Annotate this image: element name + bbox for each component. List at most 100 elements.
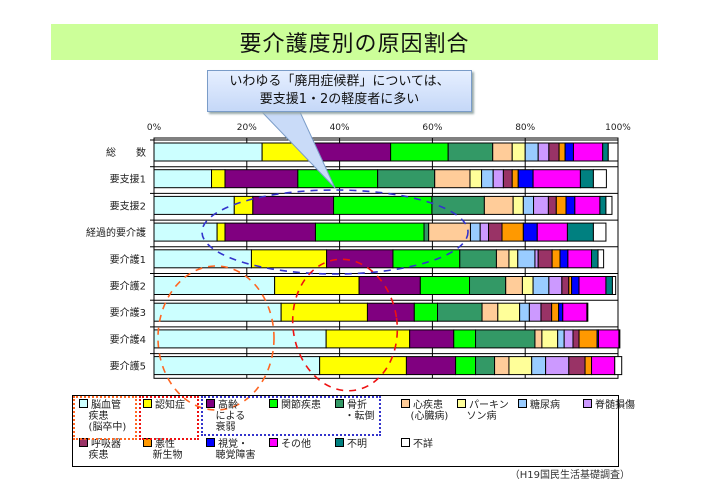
legend-label: 認知症 (155, 400, 185, 411)
bar-segment (475, 329, 536, 349)
bar-segment (551, 302, 560, 322)
annotation-ellipse-blue (201, 189, 469, 275)
bar-segment (579, 169, 594, 189)
legend-group-blue (201, 396, 381, 436)
callout-box: いわゆる「廃用症候群」については、 要支援1・2の軽度者に多い (207, 70, 472, 112)
bar-segment (459, 249, 497, 269)
legend-item: 関節疾患 (269, 399, 321, 411)
legend-label: 悪性 新生物 (152, 439, 183, 461)
y-tick-label: 要介護3 (110, 306, 146, 319)
legend-label: 心疾患 (心臓病) (410, 400, 449, 422)
legend-item: 不詳 (401, 438, 433, 450)
bar-segment (297, 169, 379, 189)
bar-segment (540, 302, 553, 322)
bar-segment (597, 249, 605, 269)
bar-segment (591, 249, 599, 269)
legend-item: 不明 (335, 438, 367, 450)
bar-segment (211, 169, 226, 189)
x-tick-label: 0% (147, 123, 162, 133)
bar-segment (216, 222, 226, 242)
bar-segment (555, 195, 567, 215)
bar-segment (592, 169, 607, 189)
bar-segment (428, 222, 471, 242)
bar-segment (153, 329, 327, 349)
bar-segment (572, 329, 580, 349)
bar-segment (501, 222, 524, 242)
bar-segment (591, 356, 616, 376)
bar-segment (548, 276, 563, 295)
bar-segment (602, 142, 609, 162)
bar-segment (511, 142, 526, 162)
bar-segment (574, 195, 601, 215)
bar-segment (434, 169, 471, 189)
bar-segment (564, 142, 574, 162)
bar-segment (153, 195, 235, 215)
legend-group-red (139, 396, 199, 440)
legend-label: 脳血管 疾患 (脳卒中) (88, 400, 127, 433)
bar-segment (605, 276, 613, 295)
legend-item: 心疾患 (心臓病) (401, 399, 448, 422)
bar-segment (455, 356, 477, 376)
bar-segment (475, 356, 496, 376)
legend-swatch (143, 399, 152, 408)
bar-segment (618, 329, 621, 349)
x-tick-label: 80% (515, 123, 535, 133)
legend-swatch (206, 399, 215, 408)
legend-label: 呼吸器 疾患 (88, 439, 121, 461)
legend-label: 視覚・ 聴覚障害 (215, 439, 256, 461)
bar-segment (390, 142, 449, 162)
bar-segment (494, 356, 510, 376)
legend-swatch (79, 399, 88, 408)
legend-item: 認知症 (143, 399, 185, 411)
bar-segment (224, 222, 316, 242)
x-tick-label: 60% (422, 123, 442, 133)
bar-segment (519, 302, 530, 322)
bar-segment (153, 169, 213, 189)
bar-segment (250, 249, 328, 269)
legend-label: パーキン ソン病 (466, 400, 509, 422)
source-note: （H19国民生活基礎調査） (509, 470, 630, 481)
bar-segment (568, 356, 586, 376)
y-tick-label: 要介護1 (110, 253, 146, 266)
y-tick-label: 経過的要介護 (86, 226, 146, 239)
bar-segment (377, 169, 436, 189)
x-tick-label: 40% (330, 123, 350, 133)
bar-segment (481, 302, 499, 322)
legend-item: 糖尿病 (518, 399, 560, 411)
callout-line-1: いわゆる「廃用症候群」については、 (229, 74, 450, 89)
bar-segment (358, 276, 421, 295)
bar-segment (562, 302, 588, 322)
bar-segment (522, 222, 538, 242)
callout-tail (260, 111, 336, 189)
bar-segment (541, 329, 559, 349)
legend-label: 関節疾患 (281, 400, 321, 411)
bar-segment (534, 329, 543, 349)
bar-segment (545, 356, 570, 376)
bar-segment (153, 356, 321, 376)
annotation-ellipse-red (291, 258, 399, 392)
bar-segment (447, 142, 494, 162)
legend-swatch (583, 399, 592, 408)
bar-segment (488, 222, 503, 242)
bar-segment (517, 249, 536, 269)
bar-segment (614, 356, 623, 376)
bar-segment (557, 329, 565, 349)
legend-label: 不明 (347, 439, 367, 450)
bar-segment (522, 195, 535, 215)
bar-segment (511, 169, 519, 189)
bar-segment (548, 142, 560, 162)
bar-segment (224, 169, 299, 189)
bar-segment (153, 249, 252, 269)
bar-segment (502, 169, 513, 189)
bar-segment (598, 329, 620, 349)
legend-item: 視覚・ 聴覚障害 (206, 438, 256, 461)
bar-segment (405, 356, 457, 376)
bar-segment (492, 142, 513, 162)
bar-segment (605, 195, 613, 215)
bar-segment (563, 329, 574, 349)
bar-segment (586, 302, 589, 322)
bar-segment (309, 142, 392, 162)
bar-segment (571, 276, 580, 295)
bar-segment (423, 222, 430, 242)
bar-segment (319, 356, 407, 376)
